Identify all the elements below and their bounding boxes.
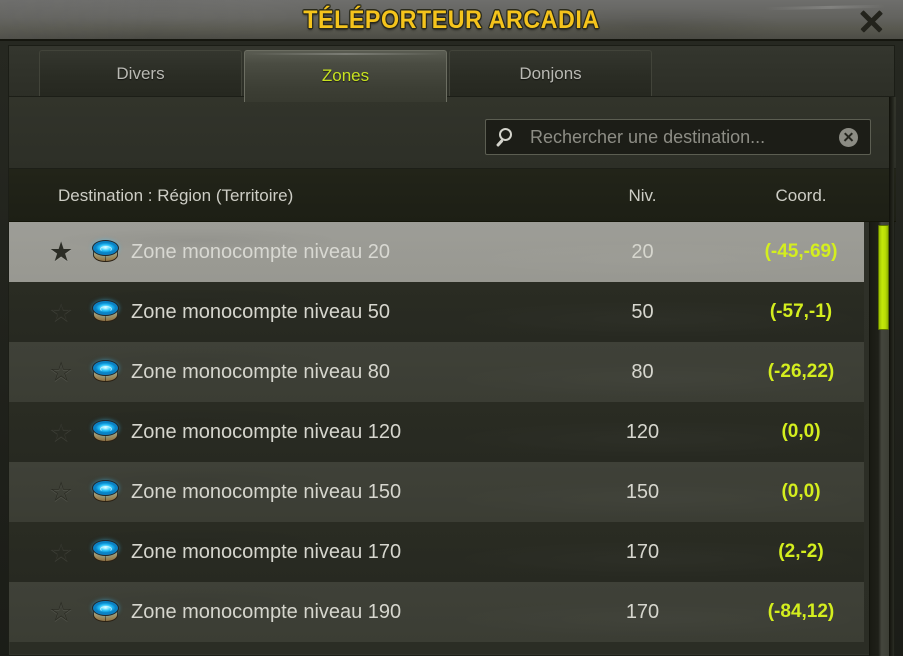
destination-level: 80 bbox=[631, 361, 654, 383]
destination-coord: (0,0) bbox=[781, 421, 821, 442]
destination-name: Zone monocompte niveau 120 bbox=[131, 421, 402, 443]
table-row[interactable]: ☆ Zone monocompte niveau 190 170 (-84,12… bbox=[9, 582, 864, 642]
close-window-icon[interactable] bbox=[853, 3, 889, 39]
teleporter-pad-icon bbox=[92, 540, 119, 564]
destination-coord: (-26,22) bbox=[767, 361, 835, 382]
destination-level: 170 bbox=[625, 541, 660, 563]
table-row[interactable]: ★ Zone monocompte niveau 20 20 (-45,-69) bbox=[9, 222, 864, 282]
favorite-star-icon[interactable]: ☆ bbox=[49, 537, 74, 567]
search-input[interactable] bbox=[530, 120, 830, 154]
window-titlebar: TÉLÉPORTEUR ARCADIA bbox=[0, 0, 903, 41]
table-row[interactable]: ☆ Zone monocompte niveau 170 170 (2,-2) bbox=[9, 522, 864, 582]
search-box[interactable] bbox=[485, 119, 871, 155]
teleporter-pad-icon bbox=[92, 300, 119, 324]
destination-list: ★ Zone monocompte niveau 20 20 (-45,-69)… bbox=[9, 222, 896, 656]
favorite-star-icon[interactable]: ☆ bbox=[49, 477, 74, 507]
destination-level: 120 bbox=[625, 421, 660, 443]
destination-level: 150 bbox=[625, 481, 660, 503]
column-header-row: Destination : Région (Territoire) Niv. C… bbox=[9, 169, 896, 222]
destination-name: Zone monocompte niveau 20 bbox=[131, 241, 391, 263]
table-row[interactable]: ☆ Zone monocompte niveau 120 120 (0,0) bbox=[9, 402, 864, 462]
destination-coord: (2,-2) bbox=[778, 541, 824, 562]
destination-coord: (-57,-1) bbox=[769, 301, 833, 322]
favorite-star-icon[interactable]: ☆ bbox=[49, 297, 74, 327]
teleporter-pad-icon bbox=[92, 480, 119, 504]
favorite-star-icon[interactable]: ☆ bbox=[49, 357, 74, 387]
tab-strip: Divers Zones Donjons bbox=[8, 45, 895, 102]
teleporter-pad-icon bbox=[92, 420, 119, 444]
tab-zones[interactable]: Zones bbox=[244, 50, 447, 102]
teleporter-pad-icon bbox=[92, 600, 119, 624]
destination-name: Zone monocompte niveau 50 bbox=[131, 301, 391, 323]
panel-right-edge bbox=[889, 97, 894, 656]
list-scrollbar-thumb[interactable] bbox=[878, 225, 889, 330]
tab-donjons[interactable]: Donjons bbox=[449, 50, 652, 99]
destination-level: 170 bbox=[625, 601, 660, 623]
table-row[interactable]: ☆ Zone monocompte niveau 80 80 (-26,22) bbox=[9, 342, 864, 402]
destination-coord: (0,0) bbox=[781, 481, 821, 502]
column-header-destination[interactable]: Destination : Région (Territoire) bbox=[58, 186, 294, 205]
column-header-level[interactable]: Niv. bbox=[628, 186, 657, 205]
teleporter-pad-icon bbox=[92, 240, 119, 264]
destination-level: 20 bbox=[631, 241, 654, 263]
destination-panel: Destination : Région (Territoire) Niv. C… bbox=[8, 96, 896, 656]
destination-name: Zone monocompte niveau 150 bbox=[131, 481, 402, 503]
favorite-star-icon[interactable]: ☆ bbox=[49, 417, 74, 447]
tab-list: Divers Zones Donjons bbox=[9, 46, 652, 102]
table-row[interactable]: ☆ Zone monocompte niveau 150 150 (0,0) bbox=[9, 462, 864, 522]
table-row[interactable]: ☆ Zone monocompte niveau 50 50 (-57,-1) bbox=[9, 282, 864, 342]
destination-name: Zone monocompte niveau 80 bbox=[131, 361, 391, 383]
teleporter-pad-icon bbox=[92, 360, 119, 384]
favorite-star-icon[interactable]: ★ bbox=[49, 237, 74, 267]
favorite-star-icon[interactable]: ☆ bbox=[49, 597, 74, 627]
destination-name: Zone monocompte niveau 190 bbox=[131, 601, 402, 623]
destination-coord: (-84,12) bbox=[767, 601, 835, 622]
destination-coord: (-45,-69) bbox=[764, 241, 838, 262]
window-title: TÉLÉPORTEUR ARCADIA bbox=[303, 6, 600, 34]
clear-search-icon[interactable] bbox=[839, 128, 858, 147]
search-icon bbox=[496, 128, 519, 148]
list-scrollbar-track[interactable] bbox=[869, 222, 891, 656]
column-header-coord[interactable]: Coord. bbox=[775, 186, 827, 205]
destination-name: Zone monocompte niveau 170 bbox=[131, 541, 402, 563]
destination-level: 50 bbox=[631, 301, 654, 323]
search-bar-area bbox=[9, 97, 896, 169]
tab-divers[interactable]: Divers bbox=[39, 50, 242, 99]
